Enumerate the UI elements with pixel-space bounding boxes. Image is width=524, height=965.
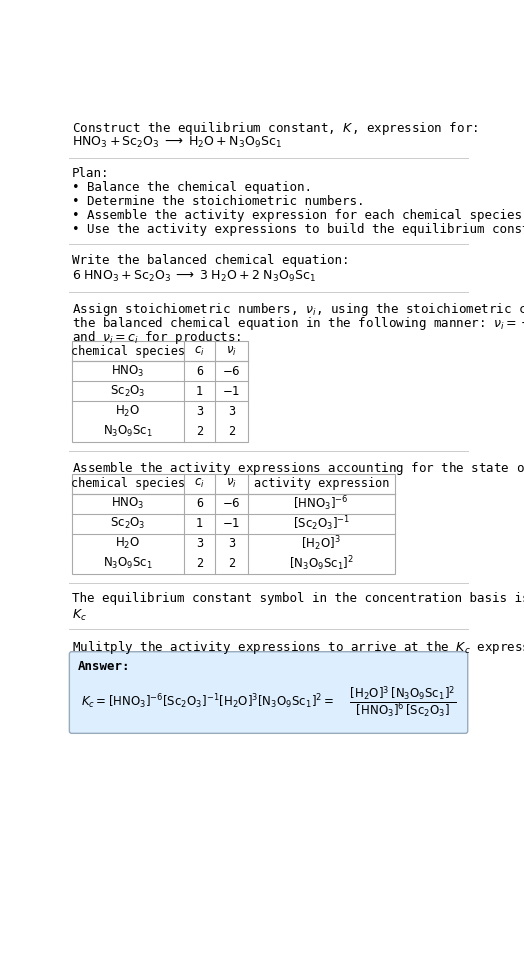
Text: 1: 1 <box>196 517 203 531</box>
Text: $\mathrm{H_2O}$: $\mathrm{H_2O}$ <box>115 537 140 551</box>
Text: $c_i$: $c_i$ <box>194 478 205 490</box>
Text: $c_i$: $c_i$ <box>194 345 205 358</box>
Text: 2: 2 <box>196 425 203 438</box>
Text: 3: 3 <box>196 538 203 550</box>
Text: $K_c = [\mathrm{HNO_3}]^{-6}[\mathrm{Sc_2O_3}]^{-1}[\mathrm{H_2O}]^{3}[\mathrm{N: $K_c = [\mathrm{HNO_3}]^{-6}[\mathrm{Sc_… <box>81 684 456 720</box>
Text: • Assemble the activity expression for each chemical species.: • Assemble the activity expression for e… <box>72 209 524 222</box>
Text: Construct the equilibrium constant, $K$, expression for:: Construct the equilibrium constant, $K$,… <box>72 120 478 137</box>
Text: $-6$: $-6$ <box>222 365 241 378</box>
Text: $-6$: $-6$ <box>222 497 241 510</box>
Bar <box>72 342 248 442</box>
Text: $[\mathrm{H_2O}]^{3}$: $[\mathrm{H_2O}]^{3}$ <box>301 535 341 553</box>
Text: the balanced chemical equation in the following manner: $\nu_i = -c_i$ for react: the balanced chemical equation in the fo… <box>72 316 524 332</box>
Bar <box>72 474 395 574</box>
Text: $\mathrm{HNO_3}$: $\mathrm{HNO_3}$ <box>111 496 145 511</box>
Text: 2: 2 <box>228 558 235 570</box>
Text: • Balance the chemical equation.: • Balance the chemical equation. <box>72 181 312 194</box>
Text: $\mathrm{Sc_2O_3}$: $\mathrm{Sc_2O_3}$ <box>110 516 146 532</box>
Text: Assign stoichiometric numbers, $\nu_i$, using the stoichiometric coefficients, $: Assign stoichiometric numbers, $\nu_i$, … <box>72 301 524 318</box>
Text: $\mathrm{6\;HNO_3 + Sc_2O_3 \;\longrightarrow\; 3\;H_2O + 2\;N_3O_9Sc_1}$: $\mathrm{6\;HNO_3 + Sc_2O_3 \;\longright… <box>72 269 315 284</box>
Text: • Use the activity expressions to build the equilibrium constant expression.: • Use the activity expressions to build … <box>72 223 524 235</box>
Text: $\mathrm{H_2O}$: $\mathrm{H_2O}$ <box>115 404 140 419</box>
Text: $\nu_i$: $\nu_i$ <box>226 478 237 490</box>
Text: Plan:: Plan: <box>72 167 109 180</box>
Text: $\mathrm{Sc_2O_3}$: $\mathrm{Sc_2O_3}$ <box>110 384 146 399</box>
Text: $\nu_i$: $\nu_i$ <box>226 345 237 358</box>
Text: The equilibrium constant symbol in the concentration basis is:: The equilibrium constant symbol in the c… <box>72 593 524 605</box>
Text: $\mathrm{HNO_3 + Sc_2O_3 \;\longrightarrow\; H_2O + N_3O_9Sc_1}$: $\mathrm{HNO_3 + Sc_2O_3 \;\longrightarr… <box>72 135 281 151</box>
Text: 3: 3 <box>228 405 235 418</box>
Text: 1: 1 <box>196 385 203 398</box>
Text: $\mathrm{HNO_3}$: $\mathrm{HNO_3}$ <box>111 364 145 379</box>
Text: $[\mathrm{N_3O_9Sc_1}]^{2}$: $[\mathrm{N_3O_9Sc_1}]^{2}$ <box>289 555 354 573</box>
Text: $K_c$: $K_c$ <box>72 608 86 623</box>
Text: activity expression: activity expression <box>254 478 389 490</box>
Text: and $\nu_i = c_i$ for products:: and $\nu_i = c_i$ for products: <box>72 329 241 346</box>
Text: • Determine the stoichiometric numbers.: • Determine the stoichiometric numbers. <box>72 195 364 208</box>
Text: chemical species: chemical species <box>71 345 185 358</box>
Text: $\mathrm{N_3O_9Sc_1}$: $\mathrm{N_3O_9Sc_1}$ <box>103 424 153 439</box>
Text: 2: 2 <box>196 558 203 570</box>
Text: $[\mathrm{Sc_2O_3}]^{-1}$: $[\mathrm{Sc_2O_3}]^{-1}$ <box>292 514 350 534</box>
FancyBboxPatch shape <box>69 651 468 733</box>
Text: $\mathrm{N_3O_9Sc_1}$: $\mathrm{N_3O_9Sc_1}$ <box>103 557 153 571</box>
Text: Write the balanced chemical equation:: Write the balanced chemical equation: <box>72 254 349 266</box>
Text: 2: 2 <box>228 425 235 438</box>
Text: 3: 3 <box>196 405 203 418</box>
Text: $-1$: $-1$ <box>222 517 241 531</box>
Text: chemical species: chemical species <box>71 478 185 490</box>
Text: Assemble the activity expressions accounting for the state of matter and $\nu_i$: Assemble the activity expressions accoun… <box>72 460 524 477</box>
Text: $[\mathrm{HNO_3}]^{-6}$: $[\mathrm{HNO_3}]^{-6}$ <box>293 494 349 513</box>
Text: Answer:: Answer: <box>78 660 130 674</box>
Text: 3: 3 <box>228 538 235 550</box>
Text: $-1$: $-1$ <box>222 385 241 398</box>
Text: 6: 6 <box>196 497 203 510</box>
Text: 6: 6 <box>196 365 203 378</box>
Text: Mulitply the activity expressions to arrive at the $K_c$ expression:: Mulitply the activity expressions to arr… <box>72 639 524 655</box>
